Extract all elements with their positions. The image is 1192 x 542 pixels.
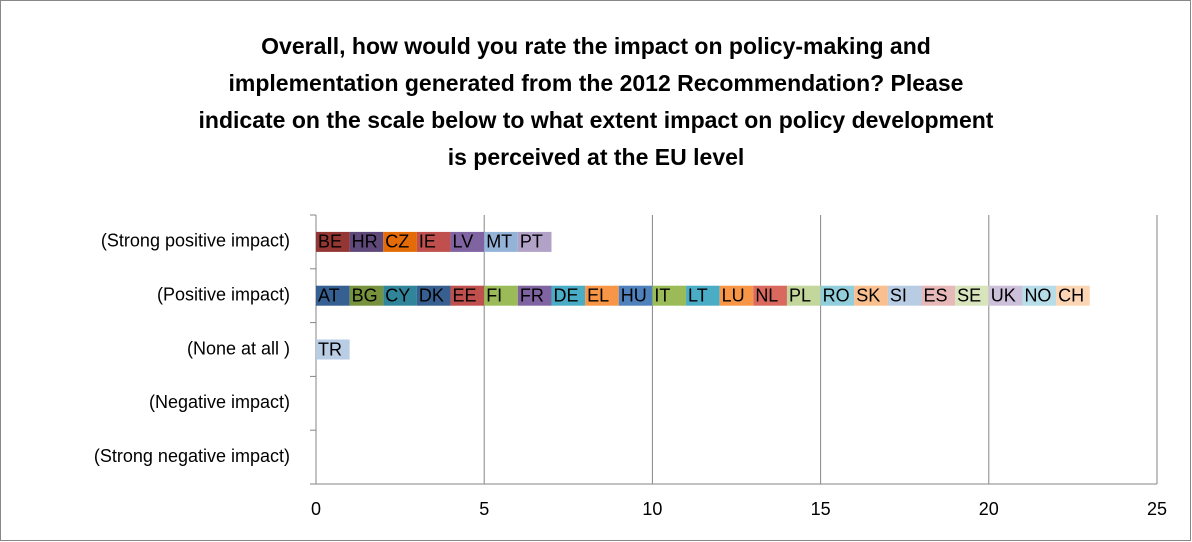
- bar-segment: [316, 285, 350, 306]
- data-label: DK: [419, 285, 444, 305]
- y-tick-label: (None at all ): [187, 338, 290, 358]
- bar-segment: [887, 285, 922, 306]
- data-label: SI: [890, 285, 907, 305]
- data-label: HU: [621, 285, 647, 305]
- bar-segment: [316, 339, 350, 360]
- data-label: EE: [453, 285, 477, 305]
- bar-segment: [450, 285, 485, 306]
- x-tick-label: 5: [479, 499, 489, 519]
- bar-segment: [686, 285, 720, 306]
- data-label: LV: [453, 232, 474, 252]
- chart-title: Overall, how would you rate the impact o…: [198, 33, 994, 170]
- x-tick-label: 20: [979, 499, 999, 519]
- bar-segment: [349, 231, 384, 252]
- bar-segment: [484, 285, 518, 306]
- data-label: NL: [755, 285, 778, 305]
- bar-segment: [955, 285, 989, 306]
- data-label: TR: [318, 339, 342, 359]
- data-label: BE: [318, 232, 342, 252]
- data-label: PT: [520, 232, 543, 252]
- bar-segment: [988, 285, 1023, 306]
- data-label: ES: [924, 285, 948, 305]
- bar-segment: [517, 285, 552, 306]
- data-label: SE: [957, 285, 981, 305]
- bar-segment: [416, 231, 451, 252]
- data-label: FI: [486, 285, 502, 305]
- bar-segment: [1056, 285, 1090, 306]
- bar-segment: [921, 285, 956, 306]
- bar-segment: [753, 285, 787, 306]
- data-label: HR: [352, 232, 378, 252]
- data-label: DE: [553, 285, 578, 305]
- x-tick-label: 0: [311, 499, 321, 519]
- bar-segment: [820, 285, 855, 306]
- data-label: LU: [722, 285, 745, 305]
- bar-segment: [450, 231, 485, 252]
- bar-segment: [719, 285, 754, 306]
- data-label: FR: [520, 285, 544, 305]
- data-label: PL: [789, 285, 811, 305]
- x-tick-label: 25: [1147, 499, 1167, 519]
- data-label: SK: [856, 285, 880, 305]
- bar-segment: [786, 285, 821, 306]
- data-label: BG: [352, 285, 378, 305]
- data-label: NO: [1024, 285, 1051, 305]
- data-label: MT: [486, 232, 512, 252]
- data-label: CH: [1058, 285, 1084, 305]
- data-label: UK: [991, 285, 1016, 305]
- data-label: CY: [385, 285, 410, 305]
- bar-segment: [383, 231, 417, 252]
- y-tick-label: (Positive impact): [157, 284, 290, 304]
- bar-segment: [517, 231, 552, 252]
- bar-segment: [1022, 285, 1057, 306]
- bar-segment: [416, 285, 451, 306]
- x-tick-label: 10: [642, 499, 662, 519]
- bar-segment: [618, 285, 653, 306]
- data-label: RO: [823, 285, 850, 305]
- y-tick-label: (Strong negative impact): [94, 446, 290, 466]
- data-label: LT: [688, 285, 708, 305]
- bar-segment: [585, 285, 619, 306]
- x-tick-label: 15: [811, 499, 831, 519]
- bar-segment: [551, 285, 586, 306]
- bar-segment: [349, 285, 384, 306]
- data-label: AT: [318, 285, 340, 305]
- data-label: IE: [419, 232, 436, 252]
- data-label: EL: [587, 285, 609, 305]
- bar-segment: [316, 231, 350, 252]
- data-label: IT: [654, 285, 670, 305]
- data-label: CZ: [385, 232, 409, 252]
- y-tick-label: (Negative impact): [149, 392, 290, 412]
- bar-segment: [484, 231, 518, 252]
- bar-segment: [383, 285, 417, 306]
- bar-segment: [854, 285, 888, 306]
- bar-segment: [652, 285, 687, 306]
- y-tick-label: (Strong positive impact): [101, 231, 290, 251]
